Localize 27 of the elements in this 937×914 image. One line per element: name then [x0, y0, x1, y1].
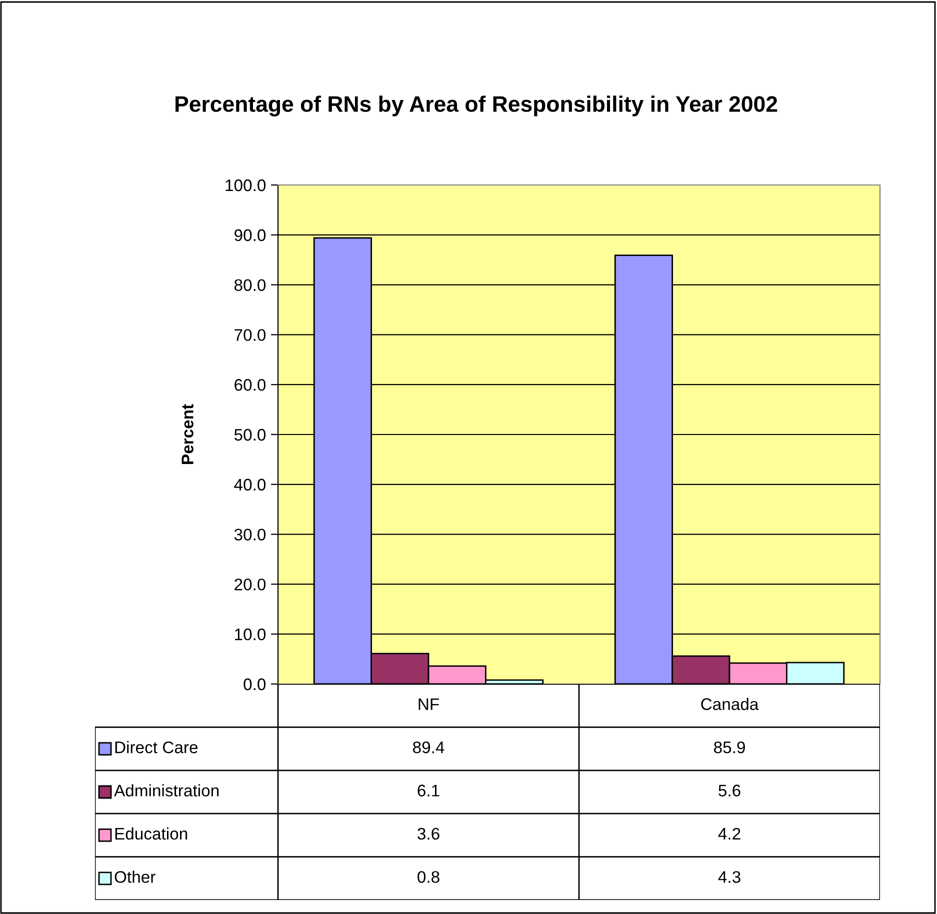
x-tick-label: NF: [418, 698, 439, 710]
y-tick-label: 80.0: [234, 279, 266, 292]
chart-title: Percentage of RNs by Area of Responsibility in Year 2002: [176, 96, 778, 116]
y-tick-label: 60.0: [234, 379, 266, 391]
data-label: 6.1: [418, 784, 440, 796]
y-tick-label: 40.0: [234, 478, 266, 491]
data-label: 0.8: [418, 871, 440, 883]
data-label: 4.3: [718, 871, 740, 883]
y-tick-label: 70.0: [234, 329, 266, 341]
y-axis-title: Percent: [182, 404, 194, 464]
legend-label: Education: [115, 827, 188, 840]
x-tick-label: Canada: [701, 698, 759, 710]
data-label: 89.4: [413, 741, 444, 754]
y-tick-label: 50.0: [234, 428, 266, 441]
y-tick-label: 20.0: [234, 578, 266, 590]
y-tick-label: 100.0: [226, 179, 266, 192]
y-tick-label: 30.0: [234, 528, 266, 541]
legend-label: Direct Care: [115, 741, 198, 754]
y-tick-label: 90.0: [234, 229, 266, 242]
legend-label: Other: [114, 870, 156, 883]
y-tick-label: 10.0: [235, 628, 266, 640]
data-label: 5.6: [718, 784, 740, 796]
legend-label: Administration: [114, 784, 219, 796]
data-label: 85.9: [714, 741, 745, 754]
data-label: 4.2: [718, 828, 740, 840]
y-tick-label: 0.0: [244, 678, 266, 690]
data-label: 3.6: [418, 828, 440, 840]
